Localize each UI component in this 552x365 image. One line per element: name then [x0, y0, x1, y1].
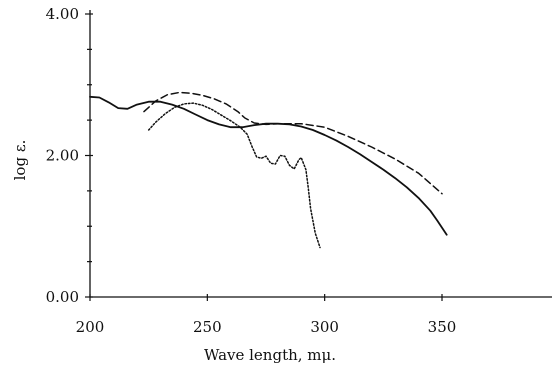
y-tick-label: 0.00	[46, 288, 79, 306]
series-line-dotted	[147, 102, 321, 249]
y-axis-title: log ε.	[11, 140, 29, 181]
x-tick-label: 350	[428, 318, 457, 336]
series-line-dashed	[143, 91, 443, 195]
x-axis-title: Wave length, mμ.	[204, 346, 336, 364]
axes	[89, 10, 552, 298]
x-tick-label: 300	[310, 318, 339, 336]
series-line-solid	[89, 95, 448, 236]
x-tick-label: 200	[76, 318, 105, 336]
y-tick-label: 2.00	[46, 147, 79, 165]
ticks: 0.00 2.00 4.00 200 250 300 350	[46, 5, 457, 336]
x-tick-label: 250	[193, 318, 222, 336]
series-layer	[89, 91, 448, 249]
y-tick-label: 4.00	[46, 5, 79, 23]
